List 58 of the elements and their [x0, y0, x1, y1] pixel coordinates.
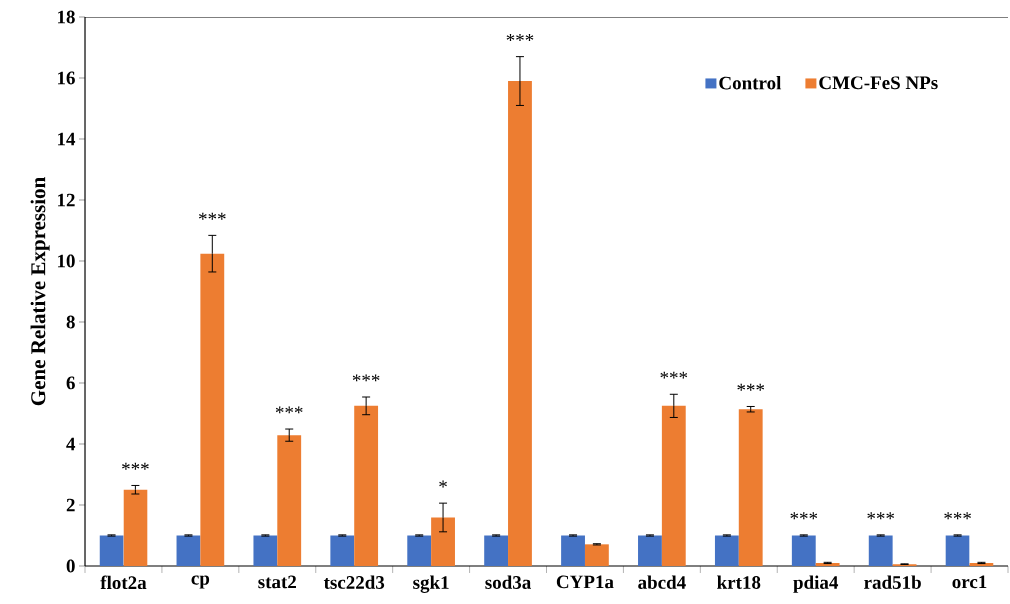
y-tick-label: 8: [66, 315, 75, 329]
bar: [584, 544, 609, 566]
y-tick-label: 16: [58, 71, 75, 85]
x-tick-label: flot2a: [100, 575, 147, 590]
bar: [407, 535, 432, 566]
annotation: ***: [275, 406, 303, 414]
x-tick-label: cp: [191, 575, 210, 589]
y-tick-label: 2: [66, 498, 75, 512]
annotation: ***: [122, 462, 149, 470]
legend-label: Control: [719, 76, 782, 90]
x-tick-label: CYP1a: [556, 575, 614, 589]
bar: [484, 535, 509, 566]
annotation: ***: [867, 512, 895, 520]
bar: [123, 489, 148, 566]
annotation: ***: [660, 371, 688, 379]
x-tick-label: sod3a: [485, 575, 531, 589]
y-tick-label: 6: [66, 376, 75, 390]
bar: [945, 535, 970, 566]
annotation: ***: [944, 512, 971, 520]
bar: [431, 517, 455, 566]
annotation: ***: [198, 212, 226, 220]
legend-label: CMC-FeS NPs: [819, 76, 938, 90]
bar: [868, 535, 893, 566]
y-tick-label: 0: [66, 559, 75, 573]
x-tick-label: pdia4: [793, 575, 839, 593]
bar: [561, 535, 585, 566]
bar: [714, 535, 739, 566]
y-tick-label: 14: [58, 132, 76, 146]
y-axis-title: Gene Relative Expression: [30, 177, 50, 406]
bar: [815, 562, 840, 566]
bar: [508, 81, 532, 566]
x-tick-label: rad51b: [864, 575, 921, 589]
annotation: ***: [352, 374, 380, 382]
bar: [99, 535, 124, 566]
y-tick-label: 10: [58, 254, 75, 268]
annotation: ***: [737, 383, 765, 391]
x-tick-label: orc1: [952, 575, 987, 589]
bar: [253, 535, 278, 566]
annotation: ***: [790, 512, 818, 520]
bar: [354, 405, 379, 566]
bar: [738, 409, 763, 566]
x-tick-label: krt18: [717, 575, 761, 589]
x-tick-label: tsc22d3: [323, 575, 385, 589]
bar: [791, 535, 816, 566]
annotation: *: [439, 480, 447, 488]
y-tick-label: 12: [58, 193, 75, 207]
bar: [200, 253, 225, 566]
bar: [638, 535, 662, 566]
annotation: ***: [506, 34, 534, 41]
bar: [661, 405, 686, 566]
bar: [330, 535, 355, 566]
bar: [176, 535, 201, 566]
bar: [277, 435, 302, 566]
y-tick-label: 4: [66, 437, 76, 451]
x-tick-label: stat2: [258, 575, 296, 589]
x-tick-label: sgk1: [413, 575, 449, 593]
y-tick-label: 18: [58, 10, 75, 24]
x-tick-label: abcd4: [638, 575, 686, 589]
